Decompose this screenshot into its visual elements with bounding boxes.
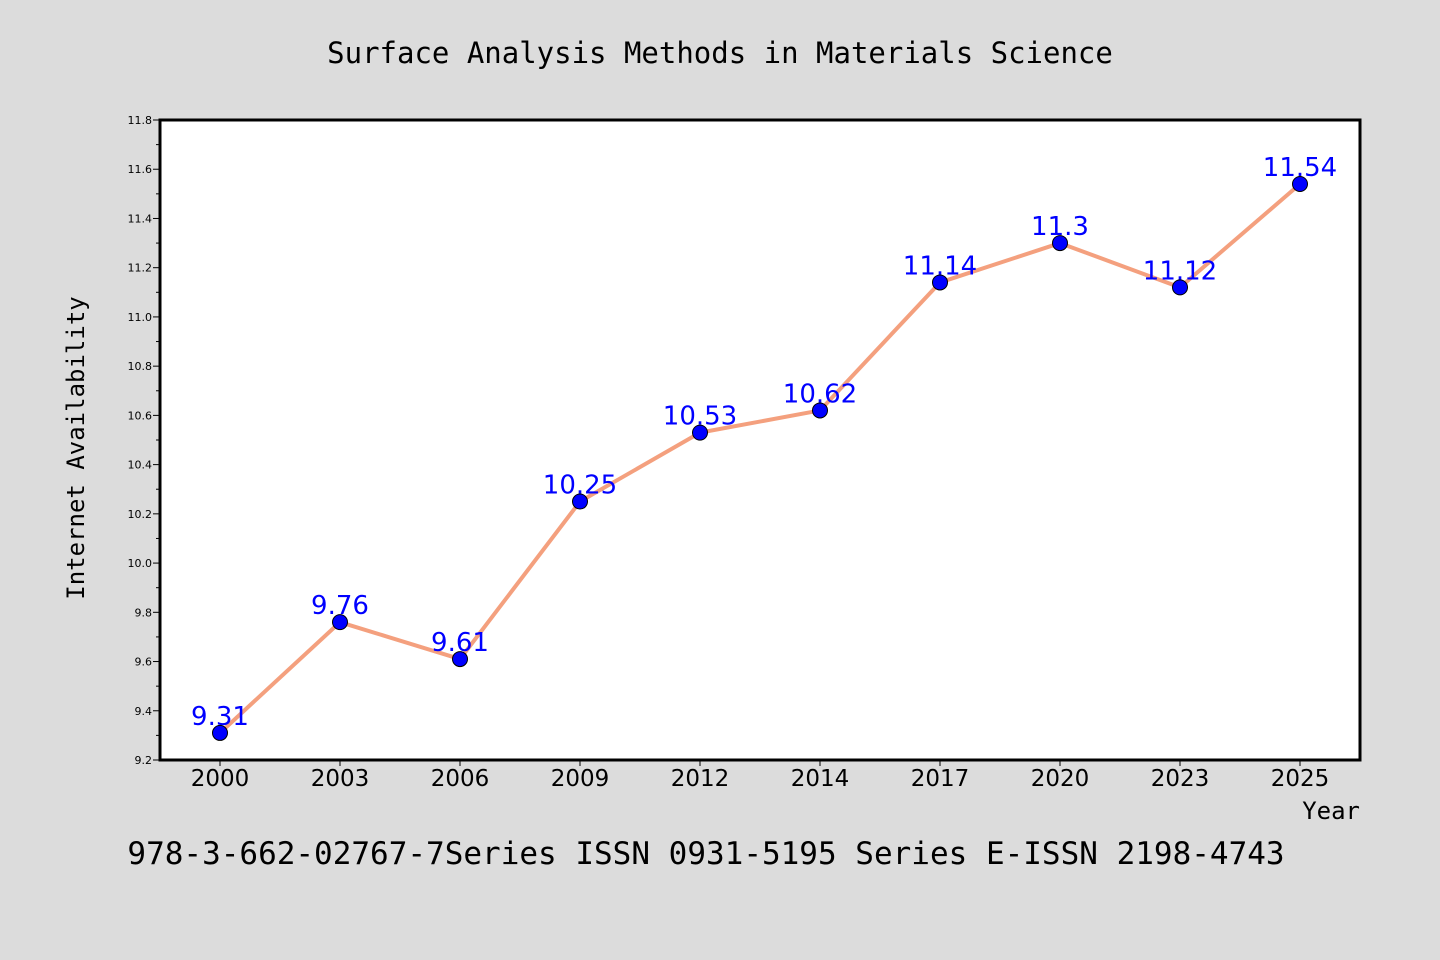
data-point — [212, 724, 228, 741]
data-labels-group: 9.31 9.76 9.61 10.25 10.53 10.62 11.14 11.3 11.1… — [191, 153, 1337, 732]
y-tick-label: 10.4 — [128, 459, 153, 472]
y-tick-label: 11.6 — [128, 163, 153, 176]
data-label: 11.3 — [1031, 212, 1089, 242]
y-tick-label: 9.6 — [135, 656, 153, 669]
data-label: 11.12 — [1143, 256, 1217, 286]
data-label: 9.76 — [311, 591, 369, 621]
series-line-group — [218, 182, 1302, 735]
y-tick-label: 9.2 — [135, 754, 153, 767]
data-label: 9.31 — [191, 702, 249, 732]
data-point — [1292, 176, 1308, 192]
data-point — [812, 402, 828, 419]
y-tick-label: 9.4 — [135, 705, 153, 718]
y-tick-label: 11.8 — [128, 114, 153, 127]
y-tick-label: 11.0 — [128, 311, 153, 324]
y-axis-ticks: 9.2 9.4 9.6 9.8 10.0 10.2 10.4 10.6 10.8 11.0 11.2… — [128, 114, 160, 767]
x-axis-label: Year — [1302, 797, 1360, 825]
data-point — [572, 493, 588, 510]
plot-area — [160, 120, 1360, 760]
data-point — [452, 651, 468, 668]
footer-isbn-text: 978-3-662-02767-7Series ISSN 0931-5195 S… — [127, 836, 1284, 872]
x-tick-label: 2025 — [1271, 766, 1330, 792]
x-tick-label: 2020 — [1031, 766, 1090, 792]
series-points-group — [212, 176, 1308, 741]
y-tick-label: 11.2 — [128, 262, 153, 275]
x-tick-label: 2000 — [191, 766, 250, 792]
x-axis-ticks: 2000 2003 2006 2009 2012 2014 2017 2020 2023 2025 — [191, 760, 1330, 792]
data-point — [1052, 235, 1068, 252]
data-point — [1172, 279, 1188, 296]
plot-frame — [158, 118, 1362, 762]
x-tick-label: 2006 — [431, 766, 490, 792]
x-tick-label: 2023 — [1151, 766, 1210, 792]
x-tick-label: 2012 — [671, 766, 730, 792]
data-label: 10.53 — [663, 402, 737, 432]
data-point — [692, 424, 708, 441]
y-tick-label: 10.2 — [128, 508, 153, 521]
x-tick-label: 2014 — [791, 766, 850, 792]
y-tick-label: 9.8 — [135, 606, 153, 619]
chart-title: Surface Analysis Methods in Materials Sc… — [327, 36, 1113, 70]
data-label: 10.62 — [783, 379, 857, 409]
data-label: 10.25 — [543, 471, 617, 501]
y-tick-label: 11.4 — [128, 212, 153, 225]
data-label: 11.14 — [903, 251, 977, 281]
y-axis-label: Internet Availability — [62, 296, 90, 599]
y-tick-label: 10.6 — [128, 409, 153, 422]
data-point — [332, 614, 348, 631]
x-tick-label: 2009 — [551, 766, 610, 792]
data-point — [932, 274, 948, 291]
series-line — [218, 182, 1302, 735]
y-tick-label: 10.8 — [128, 360, 153, 373]
y-tick-label: 10.0 — [128, 557, 153, 570]
data-label: 9.61 — [431, 628, 489, 658]
data-label: 11.54 — [1263, 153, 1337, 183]
x-tick-label: 2003 — [311, 766, 370, 792]
x-tick-label: 2017 — [911, 766, 970, 792]
